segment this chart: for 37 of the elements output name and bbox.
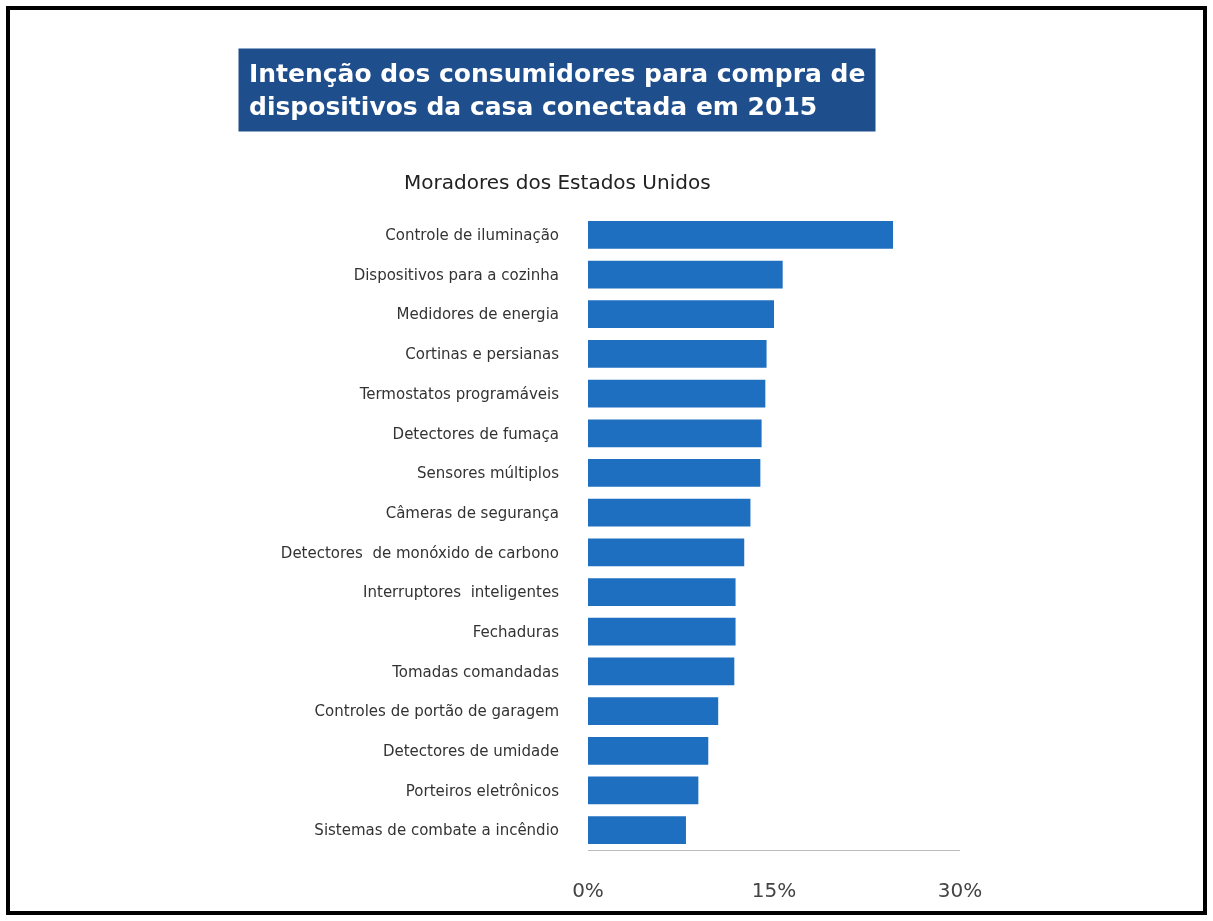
y-tick-label: Detectores de fumaça	[392, 424, 559, 443]
y-tick-label: Detectores de umidade	[382, 742, 559, 761]
y-tick-label: Controles de portão de garagem	[314, 702, 559, 721]
y-tick-label: Porteiros eletrônicos	[405, 781, 560, 800]
bar	[588, 538, 745, 567]
bar	[588, 617, 736, 646]
y-tick-label: Medidores de energia	[396, 305, 559, 324]
y-tick-label: Dispositivos para a cozinha	[353, 265, 559, 284]
x-tick-label: 0%	[572, 878, 604, 902]
y-tick-label: Interruptores inteligentes	[363, 583, 560, 602]
chart-subtitle: Moradores dos Estados Unidos	[404, 170, 711, 194]
bar	[588, 379, 766, 408]
y-tick-label: Sistemas de combate a incêndio	[314, 821, 559, 840]
y-tick-label: Controle de iluminação	[385, 226, 559, 245]
y-tick-label: Fechaduras	[472, 622, 560, 641]
bar	[588, 220, 894, 249]
bar	[588, 657, 735, 686]
bar	[588, 498, 751, 527]
y-tick-label: Detectores de monóxido de carbono	[280, 543, 559, 562]
y-tick-label: Tomadas comandadas	[391, 662, 560, 681]
bar	[588, 260, 783, 289]
bar	[588, 697, 719, 725]
bar	[588, 578, 736, 606]
x-tick-label: 15%	[751, 878, 797, 902]
y-tick-label: Termostatos programáveis	[358, 384, 560, 403]
y-tick-label: Câmeras de segurança	[385, 503, 559, 522]
bar	[588, 816, 686, 845]
chart-title: Intenção dos consumidores para compra de dispositivos da casa conectada em 2015	[249, 59, 866, 121]
bar	[588, 776, 699, 805]
bar	[588, 300, 774, 329]
y-tick-label: Sensores múltiplos	[417, 464, 560, 483]
bar	[588, 459, 761, 487]
bar	[588, 340, 767, 368]
x-tick-label: 30%	[937, 878, 983, 902]
y-tick-label: Cortinas e persianas	[405, 345, 560, 364]
bar	[588, 419, 762, 448]
bar	[588, 736, 709, 765]
